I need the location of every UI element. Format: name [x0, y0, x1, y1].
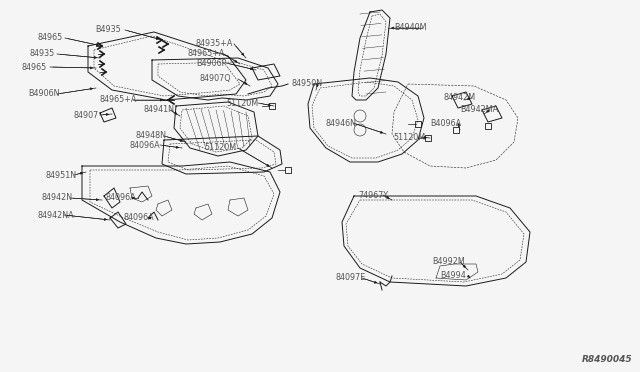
Text: B4992M: B4992M — [432, 257, 465, 266]
Bar — [425, 135, 431, 141]
Text: 84965+A: 84965+A — [100, 96, 138, 105]
Text: 84935: 84935 — [30, 49, 55, 58]
Text: 51120M: 51120M — [204, 144, 236, 153]
Text: 84965: 84965 — [22, 62, 47, 71]
Text: 84907: 84907 — [74, 110, 99, 119]
Text: 84946N: 84946N — [325, 119, 356, 128]
Text: 84907Q: 84907Q — [200, 74, 232, 83]
Text: 84950N: 84950N — [292, 78, 323, 87]
Text: 84096A: 84096A — [130, 141, 161, 150]
Text: 84942NA: 84942NA — [38, 211, 75, 219]
Text: 84097E: 84097E — [336, 273, 366, 282]
Text: B4906P: B4906P — [196, 58, 227, 67]
Text: 84942N: 84942N — [42, 193, 73, 202]
Text: B4935: B4935 — [95, 26, 121, 35]
Text: 84096A: 84096A — [106, 193, 136, 202]
Bar — [269, 103, 275, 109]
Text: 84965: 84965 — [38, 33, 63, 42]
Bar — [285, 167, 291, 173]
Text: 74967Y: 74967Y — [358, 190, 388, 199]
Text: B4096A: B4096A — [430, 119, 461, 128]
Text: 84942M: 84942M — [444, 93, 476, 103]
Bar — [485, 123, 491, 129]
Text: 84948N: 84948N — [136, 131, 167, 141]
Text: 51120M: 51120M — [393, 132, 425, 141]
Text: 84965+A: 84965+A — [188, 48, 225, 58]
Text: B4940M: B4940M — [394, 23, 426, 32]
Text: 84941N: 84941N — [143, 106, 174, 115]
Text: 51120M: 51120M — [226, 99, 258, 108]
Text: B4906N: B4906N — [28, 90, 60, 99]
Text: 84096A: 84096A — [124, 214, 155, 222]
Text: B4994: B4994 — [440, 272, 466, 280]
Text: 84935+A: 84935+A — [196, 39, 234, 48]
Text: B4942MA: B4942MA — [460, 106, 498, 115]
Text: 84951N: 84951N — [46, 170, 77, 180]
Bar — [415, 121, 421, 127]
Bar — [453, 127, 459, 133]
Text: R8490045: R8490045 — [581, 355, 632, 364]
